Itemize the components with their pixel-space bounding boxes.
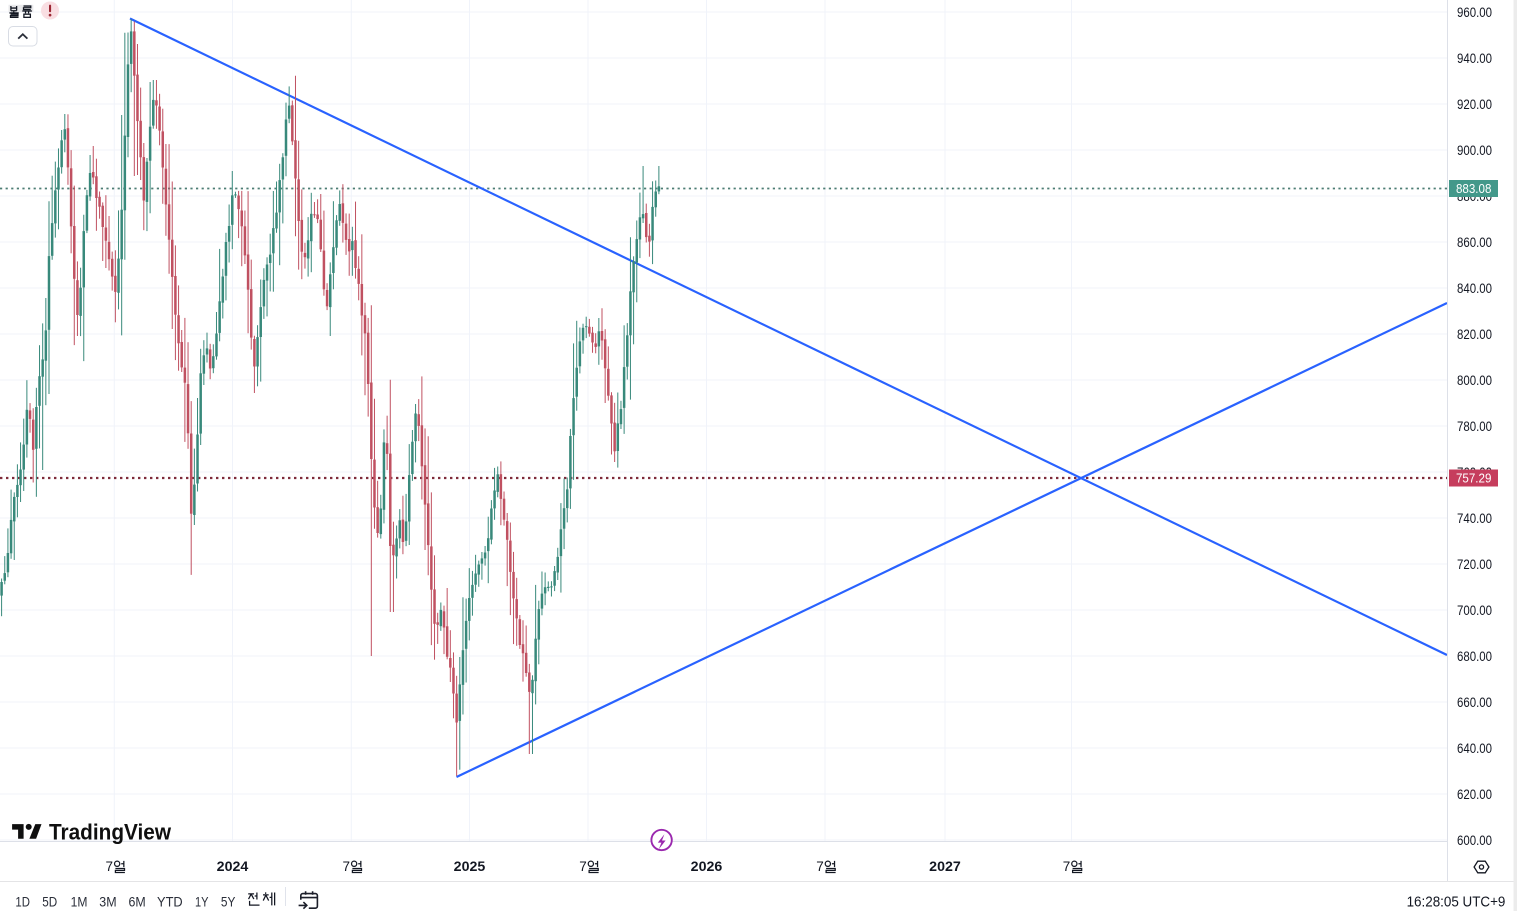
svg-text:660.00: 660.00 [1457,695,1492,710]
svg-text:960.00: 960.00 [1457,5,1492,20]
svg-text:940.00: 940.00 [1457,51,1492,66]
svg-text:TradingView: TradingView [49,820,171,845]
svg-text:780.00: 780.00 [1457,419,1492,434]
svg-text:16:28:05 UTC+9: 16:28:05 UTC+9 [1407,894,1506,910]
svg-text:883.08: 883.08 [1456,182,1491,196]
svg-text:2024: 2024 [217,859,249,874]
svg-text:7: 7 [579,859,587,874]
svg-text:740.00: 740.00 [1457,511,1492,526]
svg-text:2027: 2027 [929,859,961,874]
svg-text:860.00: 860.00 [1457,235,1492,250]
svg-text:680.00: 680.00 [1457,649,1492,664]
svg-text:7: 7 [343,859,351,874]
svg-text:3M: 3M [99,893,116,909]
svg-text:720.00: 720.00 [1457,557,1492,572]
svg-text:6M: 6M [129,893,146,909]
svg-text:2026: 2026 [691,859,723,874]
svg-text:7: 7 [106,859,114,874]
svg-text:7: 7 [816,859,824,874]
svg-text:820.00: 820.00 [1457,327,1492,342]
svg-text:1D: 1D [15,893,30,909]
svg-text:600.00: 600.00 [1457,833,1492,848]
svg-text:800.00: 800.00 [1457,373,1492,388]
svg-text:840.00: 840.00 [1457,281,1492,296]
svg-text:620.00: 620.00 [1457,787,1492,802]
svg-text:920.00: 920.00 [1457,97,1492,112]
svg-text:1Y: 1Y [195,893,209,909]
svg-text:2025: 2025 [454,859,486,874]
svg-text:900.00: 900.00 [1457,143,1492,158]
svg-text:5Y: 5Y [221,893,236,909]
svg-text:7: 7 [1063,859,1071,874]
svg-text:640.00: 640.00 [1457,741,1492,756]
svg-text:YTD: YTD [157,893,183,909]
svg-text:1M: 1M [71,893,88,909]
svg-text:700.00: 700.00 [1457,603,1492,618]
svg-text:5D: 5D [42,893,57,909]
svg-text:757.29: 757.29 [1456,471,1491,485]
